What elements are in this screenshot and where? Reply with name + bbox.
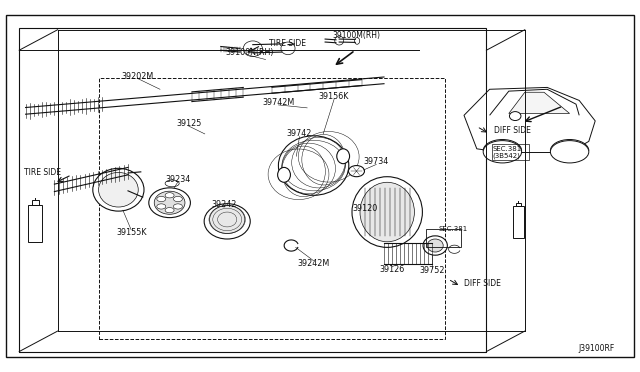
Ellipse shape [165, 180, 179, 187]
Text: (3B542): (3B542) [493, 153, 521, 160]
Text: 39125: 39125 [176, 119, 202, 128]
Polygon shape [509, 92, 570, 113]
Ellipse shape [423, 236, 447, 255]
Text: 39120: 39120 [352, 204, 378, 213]
Ellipse shape [149, 188, 191, 218]
Ellipse shape [355, 38, 360, 44]
Text: SEC.381: SEC.381 [493, 146, 522, 152]
Ellipse shape [210, 205, 244, 234]
Text: 39100N(RH): 39100N(RH) [225, 48, 274, 57]
Bar [32, 200, 38, 205]
Text: SEC.381: SEC.381 [438, 226, 468, 232]
Text: 39234: 39234 [165, 175, 191, 184]
Ellipse shape [204, 204, 250, 239]
Ellipse shape [281, 42, 295, 55]
Circle shape [483, 141, 522, 163]
Text: J39100RF: J39100RF [578, 344, 614, 353]
Bar [19, 28, 486, 352]
Ellipse shape [243, 41, 262, 57]
Circle shape [157, 204, 166, 209]
Text: DIFF SIDE: DIFF SIDE [464, 279, 501, 288]
Ellipse shape [99, 173, 138, 207]
Ellipse shape [278, 136, 349, 195]
Text: 39242M: 39242M [298, 259, 330, 268]
Ellipse shape [428, 239, 444, 252]
Ellipse shape [278, 167, 291, 182]
Text: 39156K: 39156K [319, 92, 349, 101]
Circle shape [165, 193, 174, 198]
Ellipse shape [335, 36, 344, 45]
Circle shape [550, 141, 589, 163]
Text: 39126: 39126 [379, 265, 404, 274]
Circle shape [157, 196, 166, 202]
Bar [99, 78, 445, 339]
Ellipse shape [509, 112, 521, 121]
Bar [513, 206, 524, 238]
Text: 39734: 39734 [364, 157, 389, 166]
Ellipse shape [127, 174, 136, 185]
Text: 39742M: 39742M [262, 98, 294, 107]
Text: TIRE SIDE: TIRE SIDE [269, 39, 306, 48]
Ellipse shape [93, 168, 144, 211]
Ellipse shape [352, 177, 422, 247]
Text: DIFF SIDE: DIFF SIDE [494, 126, 531, 135]
Text: 39742: 39742 [287, 129, 312, 138]
Text: 39202M: 39202M [122, 72, 154, 81]
Text: 39242: 39242 [211, 200, 237, 209]
Circle shape [173, 196, 182, 202]
Bar [492, 144, 529, 160]
Bar [28, 205, 42, 242]
Ellipse shape [360, 182, 415, 242]
Circle shape [165, 208, 174, 213]
Ellipse shape [337, 149, 349, 164]
Bar [516, 203, 522, 206]
Bar [426, 229, 461, 247]
Text: TIRE SIDE: TIRE SIDE [24, 169, 61, 177]
Ellipse shape [154, 191, 185, 214]
Circle shape [173, 204, 182, 209]
Ellipse shape [348, 166, 365, 177]
Polygon shape [464, 87, 595, 153]
Text: 39100M(RH): 39100M(RH) [333, 31, 381, 40]
Text: 39155K: 39155K [116, 228, 147, 237]
Text: 39752: 39752 [419, 266, 445, 275]
